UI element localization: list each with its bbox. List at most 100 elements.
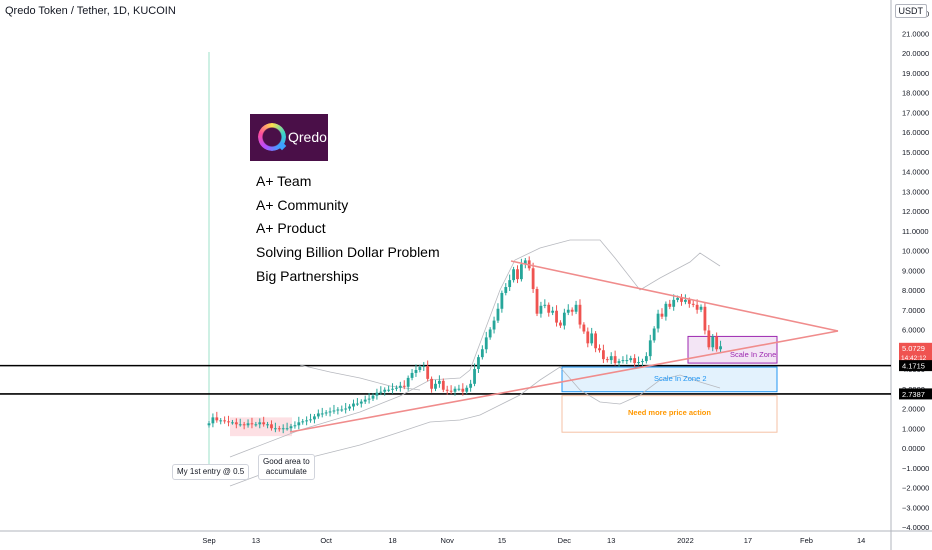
candle-body bbox=[254, 424, 258, 426]
candle-body bbox=[687, 299, 691, 304]
candle-body bbox=[691, 303, 695, 305]
y-tick-label: 8.0000 bbox=[902, 286, 925, 295]
y-tick-label: 17.0000 bbox=[902, 108, 929, 117]
x-tick-label: 2022 bbox=[677, 536, 694, 545]
candle-body bbox=[293, 425, 297, 427]
candle-body bbox=[383, 389, 387, 392]
highlight-partnerships: Big Partnerships bbox=[256, 267, 359, 284]
candle-body bbox=[367, 398, 371, 400]
candle-body bbox=[469, 383, 473, 388]
highlight-problem: Solving Billion Dollar Problem bbox=[256, 243, 440, 260]
candle-body bbox=[652, 328, 656, 341]
ascending-trendline bbox=[289, 330, 839, 433]
y-tick-label: 13.0000 bbox=[902, 187, 929, 196]
candle-body bbox=[285, 428, 289, 430]
candle-body bbox=[453, 388, 457, 392]
candle-body bbox=[410, 372, 414, 378]
y-tick-label: 10.0000 bbox=[902, 247, 929, 256]
highlight-team: A+ Team bbox=[256, 173, 312, 189]
x-tick-label: Sep bbox=[202, 536, 215, 545]
scale-in-zone-2-label: Scale In Zone 2 bbox=[654, 374, 707, 383]
candle-body bbox=[625, 360, 629, 362]
candle-body bbox=[633, 358, 637, 364]
need-more-zone bbox=[561, 395, 778, 433]
candle-body bbox=[348, 406, 351, 409]
candle-body bbox=[594, 333, 597, 349]
candle-body bbox=[605, 359, 609, 361]
candle-body bbox=[473, 369, 476, 384]
candle-body bbox=[449, 390, 453, 392]
candle-body bbox=[523, 260, 527, 265]
candle-body bbox=[277, 428, 281, 430]
accumulation-zone bbox=[230, 417, 292, 437]
qredo-logo: Qredo bbox=[250, 114, 328, 161]
y-tick-label: 14.0000 bbox=[902, 168, 929, 177]
currency-selector[interactable]: USDT bbox=[894, 4, 927, 18]
candle-body bbox=[445, 389, 449, 391]
x-tick-label: 14 bbox=[857, 536, 865, 545]
y-tick-label: 7.0000 bbox=[902, 306, 925, 315]
candle-body bbox=[539, 305, 543, 314]
candle-body bbox=[414, 369, 418, 373]
candle-body bbox=[660, 313, 664, 317]
candle-body bbox=[492, 320, 496, 330]
candle-body bbox=[320, 413, 324, 415]
candle-body bbox=[227, 421, 230, 423]
candle-body bbox=[262, 422, 266, 425]
candle-body bbox=[231, 422, 234, 424]
candle-body bbox=[211, 417, 215, 424]
candle-body bbox=[332, 410, 336, 412]
candle-body bbox=[613, 356, 617, 364]
candle-body bbox=[402, 385, 406, 387]
y-tick-label: 2.0000 bbox=[902, 405, 925, 414]
candle-body bbox=[301, 421, 305, 423]
candle-body bbox=[266, 424, 269, 426]
y-tick-label: −2.0000 bbox=[902, 484, 929, 493]
candle-body bbox=[578, 304, 582, 325]
candle-body bbox=[668, 303, 672, 307]
candle-body bbox=[570, 309, 574, 312]
x-tick-label: Oct bbox=[320, 536, 333, 545]
x-tick-label: 13 bbox=[252, 536, 260, 545]
candle-body bbox=[637, 362, 640, 364]
support-badge-2 bbox=[899, 388, 932, 400]
candle-body bbox=[434, 383, 437, 389]
candle-body bbox=[703, 306, 707, 331]
countdown-label: 14:42:12 bbox=[901, 355, 927, 362]
x-tick-label: 18 bbox=[388, 536, 396, 545]
candle-body bbox=[371, 395, 375, 399]
candle-body bbox=[297, 422, 301, 426]
candle-body bbox=[363, 399, 367, 402]
candle-body bbox=[336, 409, 340, 411]
candle-body bbox=[398, 385, 402, 388]
x-tick-label: Dec bbox=[558, 536, 572, 545]
candle-body bbox=[418, 367, 422, 370]
candle-body bbox=[395, 387, 398, 389]
x-tick-label: 13 bbox=[607, 536, 615, 545]
candle-body bbox=[465, 387, 469, 392]
candle-body bbox=[219, 420, 223, 422]
candle-body bbox=[590, 333, 594, 344]
candle-body bbox=[457, 388, 461, 390]
candle-body bbox=[340, 409, 344, 411]
candle-body bbox=[555, 310, 558, 323]
candle-body bbox=[504, 287, 508, 293]
candle-body bbox=[387, 389, 391, 391]
candle-body bbox=[559, 322, 562, 326]
candle-body bbox=[684, 299, 687, 302]
last-price-badge bbox=[899, 342, 932, 363]
candle-body bbox=[430, 378, 433, 389]
highlight-product: A+ Product bbox=[256, 220, 326, 236]
candle-body bbox=[270, 424, 273, 429]
candle-body bbox=[644, 356, 648, 362]
highlights-list: A+ Team A+ Community A+ Product Solving … bbox=[256, 170, 440, 288]
candle-body bbox=[309, 419, 312, 421]
y-tick-label: 1.0000 bbox=[902, 424, 925, 433]
candle-body bbox=[441, 380, 445, 390]
candle-body bbox=[656, 313, 660, 329]
y-tick-label: 16.0000 bbox=[902, 128, 929, 137]
candle-body bbox=[508, 280, 512, 288]
upper-band bbox=[229, 239, 721, 458]
candle-body bbox=[676, 297, 679, 300]
